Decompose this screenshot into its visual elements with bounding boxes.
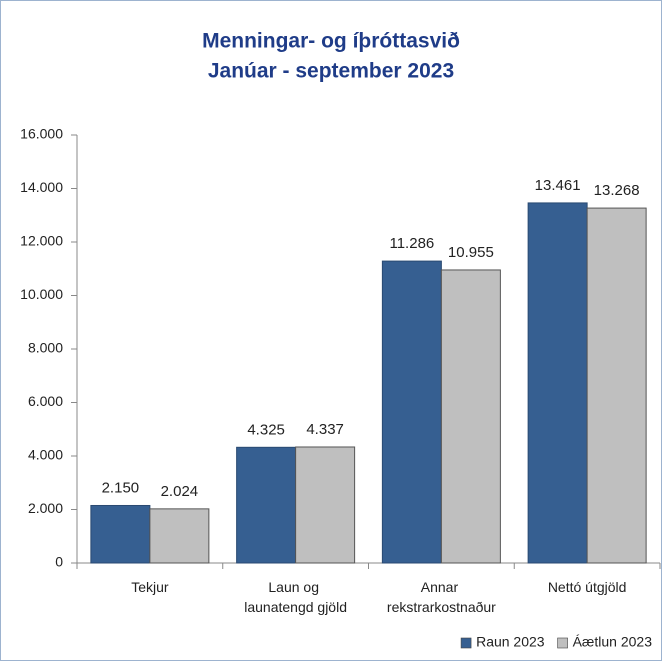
x-tick-label: Annar rekstrarkostnaður xyxy=(387,579,496,615)
data-label: 4.337 xyxy=(306,421,344,438)
y-tick-label: 2.000 xyxy=(28,500,63,516)
bar xyxy=(236,446,297,564)
x-tick-label-line: launatengd gjöld xyxy=(244,599,347,615)
data-label: 13.268 xyxy=(594,182,640,199)
data-label: 10.955 xyxy=(448,244,494,261)
bar xyxy=(295,446,356,564)
y-tick-label: 12.000 xyxy=(20,233,63,249)
x-tick-label-line: Laun og xyxy=(268,579,323,595)
bar xyxy=(381,260,442,564)
bar xyxy=(90,504,151,564)
y-tick-label: 0 xyxy=(55,554,63,570)
x-tick-label: Tekjur xyxy=(131,579,169,595)
legend-label: Raun 2023 xyxy=(476,634,545,650)
bar xyxy=(440,269,501,564)
data-label: 13.461 xyxy=(535,177,581,194)
bar xyxy=(149,508,210,564)
legend-swatch xyxy=(460,637,472,649)
data-label: 2.150 xyxy=(102,479,140,496)
y-tick-label: 8.000 xyxy=(28,340,63,356)
x-tick-label-line: Nettó útgjöld xyxy=(548,579,627,595)
y-tick-label: 16.000 xyxy=(20,126,63,142)
y-tick-label: 14.000 xyxy=(20,179,63,195)
x-tick-label-line: Annar xyxy=(421,579,462,595)
data-label: 4.325 xyxy=(247,421,285,438)
y-tick-label: 6.000 xyxy=(28,393,63,409)
y-tick-label: 10.000 xyxy=(20,286,63,302)
chart-title: Menningar- og íþróttasvið xyxy=(202,30,460,53)
x-tick-label: Nettó útgjöld xyxy=(548,579,627,595)
data-label: 11.286 xyxy=(389,235,434,252)
legend-label: Áætlun 2023 xyxy=(573,634,653,650)
x-tick-label-line: Tekjur xyxy=(131,579,169,595)
x-tick-label-line: rekstrarkostnaður xyxy=(387,599,496,615)
bar xyxy=(527,202,588,564)
y-tick-label: 4.000 xyxy=(28,447,63,463)
data-label: 2.024 xyxy=(161,483,199,500)
x-tick-label: Laun og launatengd gjöld xyxy=(244,579,347,615)
legend-swatch xyxy=(557,637,568,649)
chart-subtitle: Janúar - september 2023 xyxy=(208,60,454,83)
bar xyxy=(586,207,647,564)
